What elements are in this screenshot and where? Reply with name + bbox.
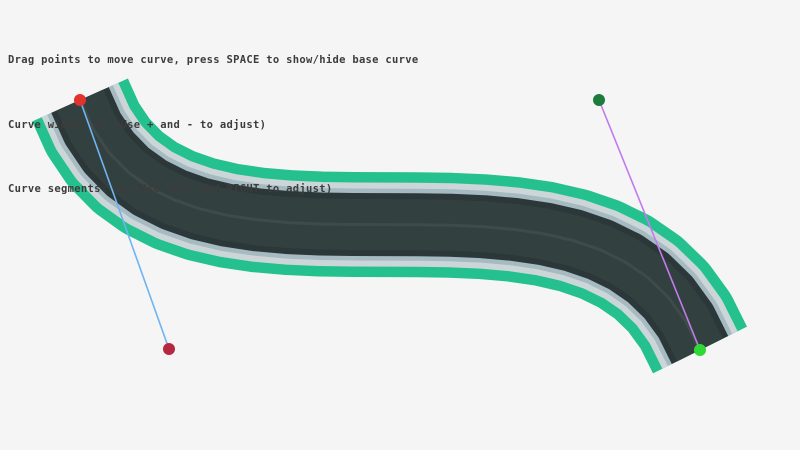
end-control-point[interactable] bbox=[593, 94, 605, 106]
hud-curve-segments: Curve segments: 24 (Use LEFT and RIGHT t… bbox=[8, 183, 333, 195]
end-handle-line bbox=[598, 99, 701, 351]
control-points bbox=[74, 94, 706, 356]
road-layer-center-line bbox=[78, 99, 702, 351]
control-handles bbox=[79, 99, 701, 351]
road bbox=[32, 76, 748, 374]
hud-instructions: Drag points to move curve, press SPACE t… bbox=[8, 54, 419, 66]
hud-curve-width: Curve width: 50 (Use + and - to adjust) bbox=[8, 118, 267, 131]
start-anchor-point[interactable] bbox=[74, 94, 86, 106]
start-control-point[interactable] bbox=[163, 343, 175, 355]
end-anchor-point[interactable] bbox=[694, 344, 706, 356]
hud: Drag points to move curve, press SPACE t… bbox=[8, 7, 419, 244]
start-handle-line bbox=[79, 99, 170, 350]
